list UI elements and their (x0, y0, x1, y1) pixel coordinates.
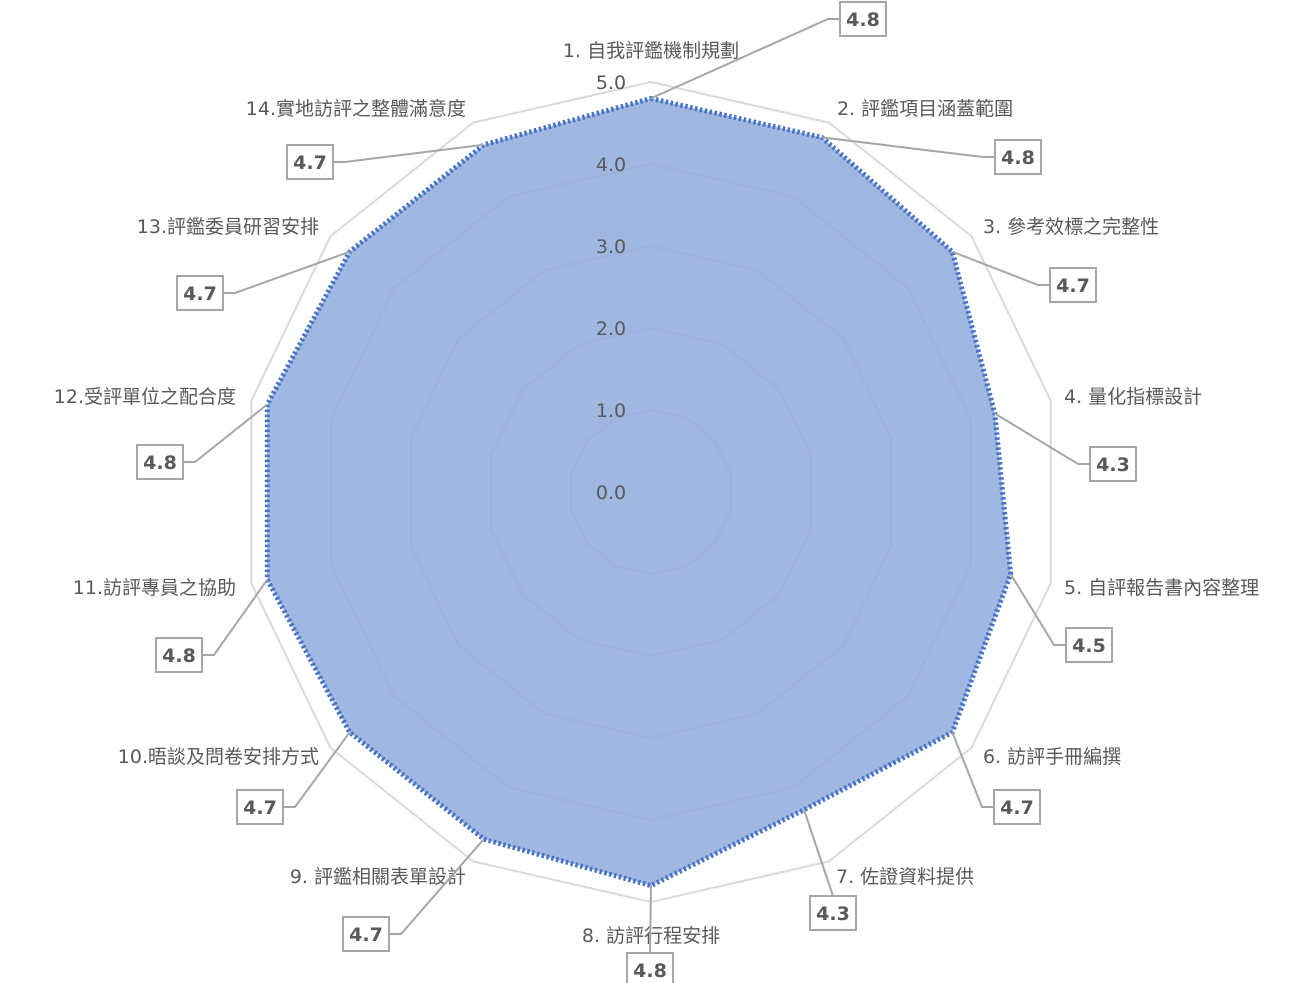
value-labels: 4.8 4.8 4.7 4.3 4.5 4.7 4.3 4.8 4.7 4.7 4.8 4.8 4.7 4… (136, 1, 1137, 983)
value-leader-line (283, 731, 351, 808)
value-label: 4.7 (1000, 797, 1034, 819)
value-leader-line (951, 250, 1050, 286)
value-label: 4.7 (243, 797, 277, 819)
series-area (267, 98, 1011, 886)
tick-label: 2.0 (596, 318, 626, 340)
category-labels: 1. 自我評鑑機制規劃 2. 評鑑項目涵蓋範圍 3. 參考效標之完整性 4. 量化指標… (54, 40, 1259, 947)
tick-label: 4.0 (596, 154, 626, 176)
value-label-box (1049, 267, 1097, 303)
value-leader-line (1009, 573, 1066, 646)
value-label: 4.3 (1096, 454, 1130, 476)
value-label-box (626, 952, 674, 983)
value-label-box (236, 789, 284, 825)
category-label: 9. 評鑑相關表單設計 (290, 866, 466, 888)
value-leader-line (803, 809, 834, 897)
category-label: 13.評鑑委員研習安排 (137, 216, 319, 238)
value-label: 4.8 (846, 9, 880, 31)
value-label-box (1065, 627, 1113, 663)
value-leader-line (389, 838, 485, 935)
tick-label: 5.0 (596, 72, 626, 94)
category-label: 2. 評鑑項目涵蓋範圍 (837, 98, 1013, 120)
value-leader-line (649, 885, 652, 954)
value-leader-line (183, 403, 268, 463)
value-label: 4.7 (1056, 275, 1090, 297)
category-label: 3. 參考效標之完整性 (983, 216, 1159, 238)
category-label: 14.實地訪評之整體滿意度 (246, 98, 466, 120)
series-layer (264, 95, 1014, 889)
value-label-box (176, 275, 224, 311)
tick-label: 1.0 (596, 400, 626, 422)
value-label: 4.7 (183, 283, 217, 305)
tick-label: 3.0 (596, 236, 626, 258)
value-label-box (994, 139, 1042, 175)
value-label: 4.8 (162, 645, 196, 667)
category-label: 5. 自評報告書內容整理 (1064, 577, 1259, 599)
value-label-box (155, 637, 203, 673)
value-leader-line (650, 18, 840, 100)
value-leader-line (951, 731, 994, 808)
value-label: 4.8 (143, 452, 177, 474)
category-label: 10.晤談及問卷安排方式 (118, 746, 319, 768)
value-label: 4.8 (1001, 147, 1035, 169)
tick-labels: 0.0 1.0 2.0 3.0 4.0 5.0 (596, 72, 626, 504)
category-label: 12.受評單位之配合度 (54, 386, 236, 408)
value-label: 4.3 (816, 903, 850, 925)
tick-label: 0.0 (596, 482, 626, 504)
value-leader-line (202, 579, 269, 656)
value-label: 4.5 (1072, 635, 1106, 657)
value-label: 4.7 (293, 152, 327, 174)
value-label-box (342, 916, 390, 952)
value-label: 4.7 (349, 924, 383, 946)
value-label-box (993, 789, 1041, 825)
value-label-box (136, 444, 184, 480)
value-label: 4.8 (633, 960, 667, 982)
category-label: 6. 訪評手冊編撰 (983, 746, 1121, 768)
value-leader-line (821, 136, 995, 158)
category-label: 4. 量化指標設計 (1064, 386, 1202, 408)
value-leader-line (994, 412, 1090, 465)
value-leader-line (333, 143, 484, 163)
category-label: 11.訪評專員之協助 (73, 577, 236, 599)
value-leader-line (223, 250, 351, 294)
category-label: 1. 自我評鑑機制規劃 (563, 40, 739, 62)
value-label-box (839, 1, 887, 37)
category-label: 7. 佐證資料提供 (836, 866, 974, 888)
value-label-box (286, 144, 334, 180)
value-label-box (809, 895, 857, 931)
value-label-box (1089, 446, 1137, 482)
